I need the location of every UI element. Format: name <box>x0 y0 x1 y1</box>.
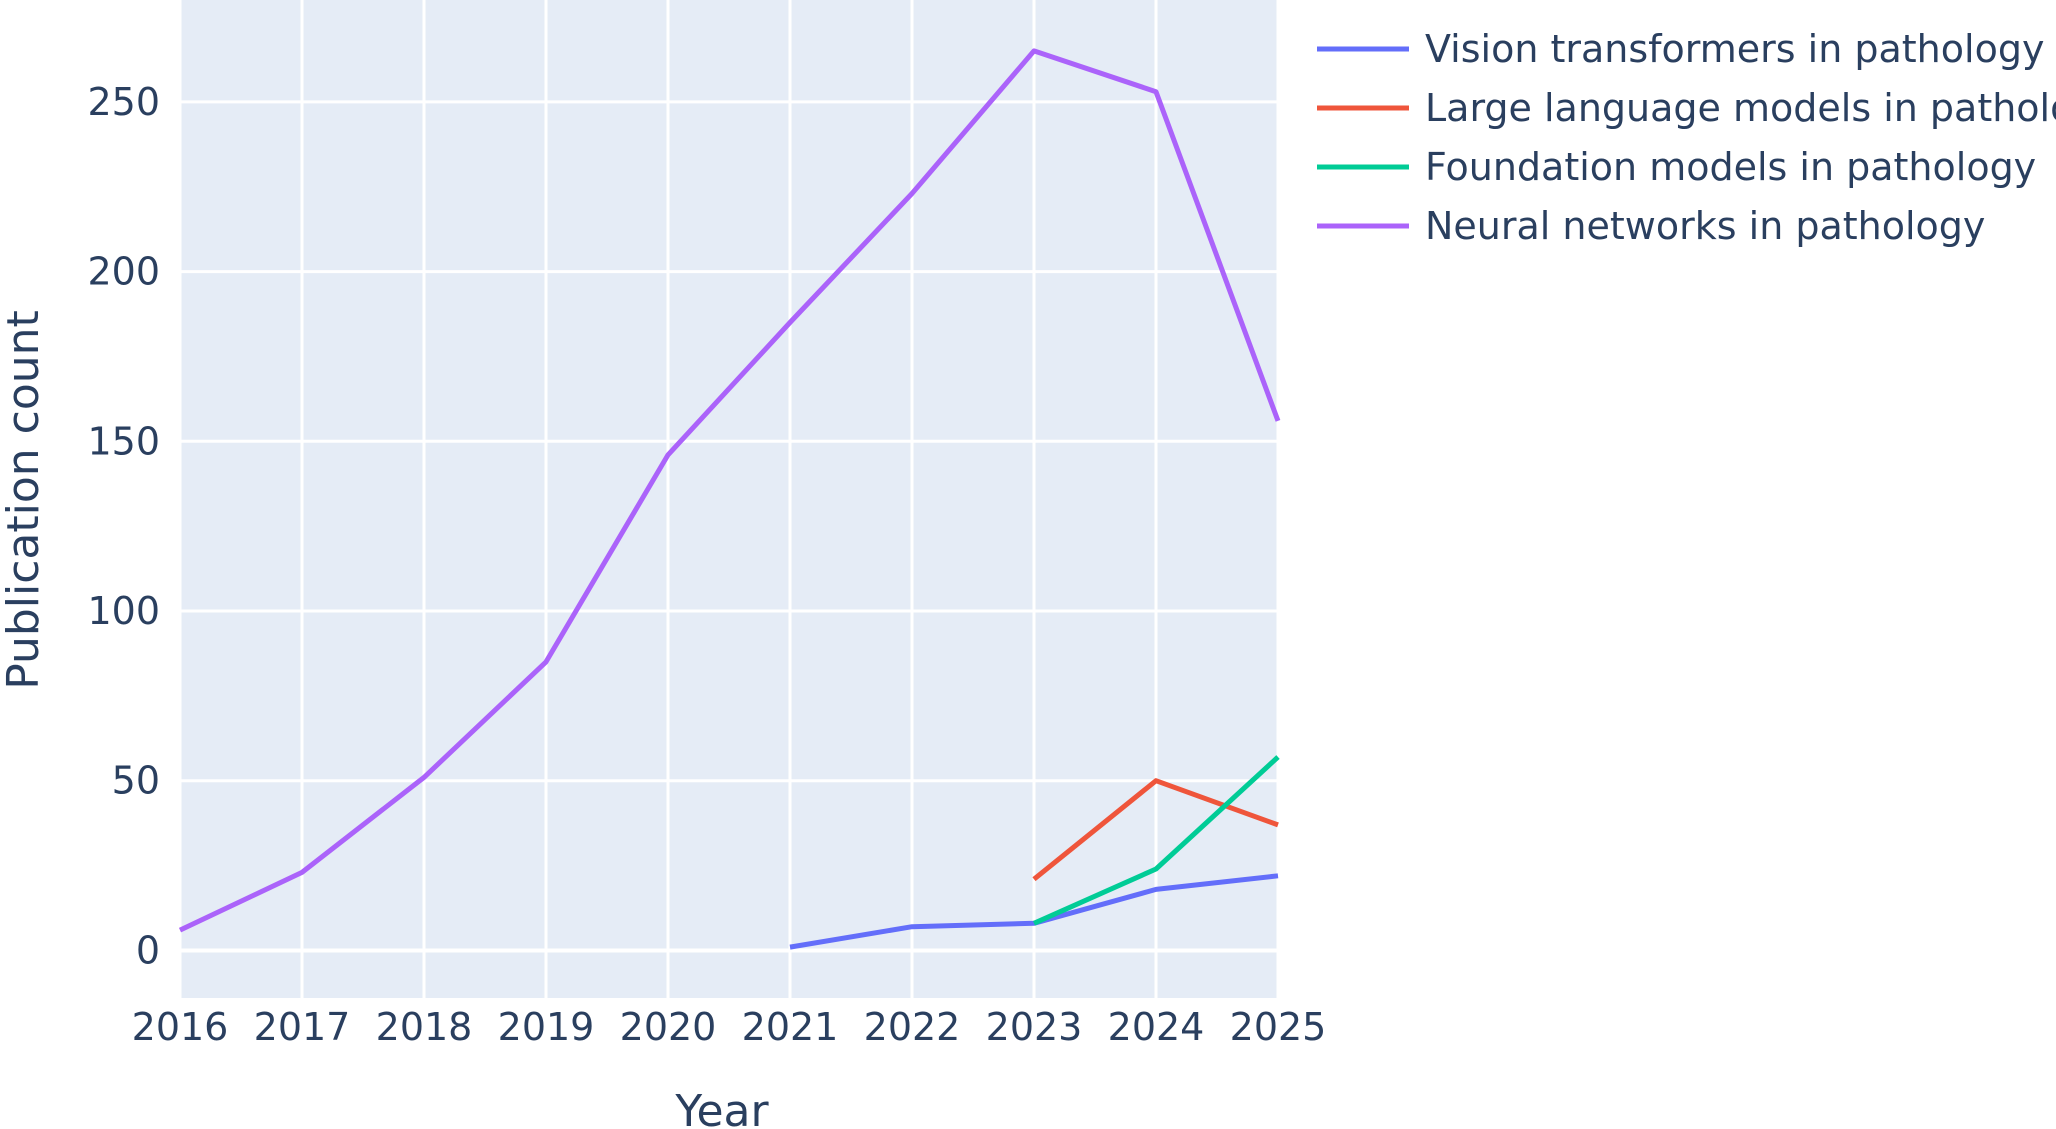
y-tick-label: 50 <box>112 759 160 803</box>
x-axis-title: Year <box>674 1086 769 1129</box>
legend-label: Foundation models in pathology <box>1425 145 2036 189</box>
legend-item[interactable]: Large language models in pathology <box>1317 86 2056 130</box>
series-line-4[interactable] <box>178 48 1281 933</box>
x-tick-label: 2016 <box>132 1005 229 1049</box>
x-tick-label: 2020 <box>620 1005 717 1049</box>
x-tick-label: 2025 <box>1230 1005 1327 1049</box>
x-tick-label: 2021 <box>742 1005 839 1049</box>
y-axis-title: Publication count <box>0 310 49 690</box>
x-tick-label: 2024 <box>1108 1005 1205 1049</box>
legend-item[interactable]: Foundation models in pathology <box>1317 145 2036 189</box>
legend[interactable]: Vision transformers in pathology Large la… <box>1317 27 2056 248</box>
y-tick-label: 0 <box>136 928 160 972</box>
series-lines <box>178 48 1281 950</box>
series-line-2[interactable] <box>1032 778 1279 882</box>
grid-lines <box>178 0 1280 998</box>
x-tick-label: 2017 <box>254 1005 351 1049</box>
legend-label: Vision transformers in pathology <box>1425 27 2044 71</box>
y-tick-label: 150 <box>87 419 160 463</box>
legend-label: Neural networks in pathology <box>1425 204 1985 248</box>
x-tick-label: 2019 <box>498 1005 595 1049</box>
legend-label: Large language models in pathology <box>1425 86 2056 130</box>
y-tick-label: 250 <box>87 80 160 124</box>
tick-labels: 2016 2017 2018 2019 2020 2021 2022 2023 2024 2025… <box>87 80 1326 1049</box>
y-tick-label: 100 <box>87 589 160 633</box>
y-tick-label: 200 <box>87 250 160 294</box>
x-tick-label: 2023 <box>986 1005 1083 1049</box>
x-tick-label: 2022 <box>864 1005 961 1049</box>
series-line-3[interactable] <box>1032 755 1280 926</box>
plot-area <box>180 0 1278 998</box>
x-tick-label: 2018 <box>376 1005 473 1049</box>
legend-item[interactable]: Neural networks in pathology <box>1317 204 1985 248</box>
legend-item[interactable]: Vision transformers in pathology <box>1317 27 2044 71</box>
